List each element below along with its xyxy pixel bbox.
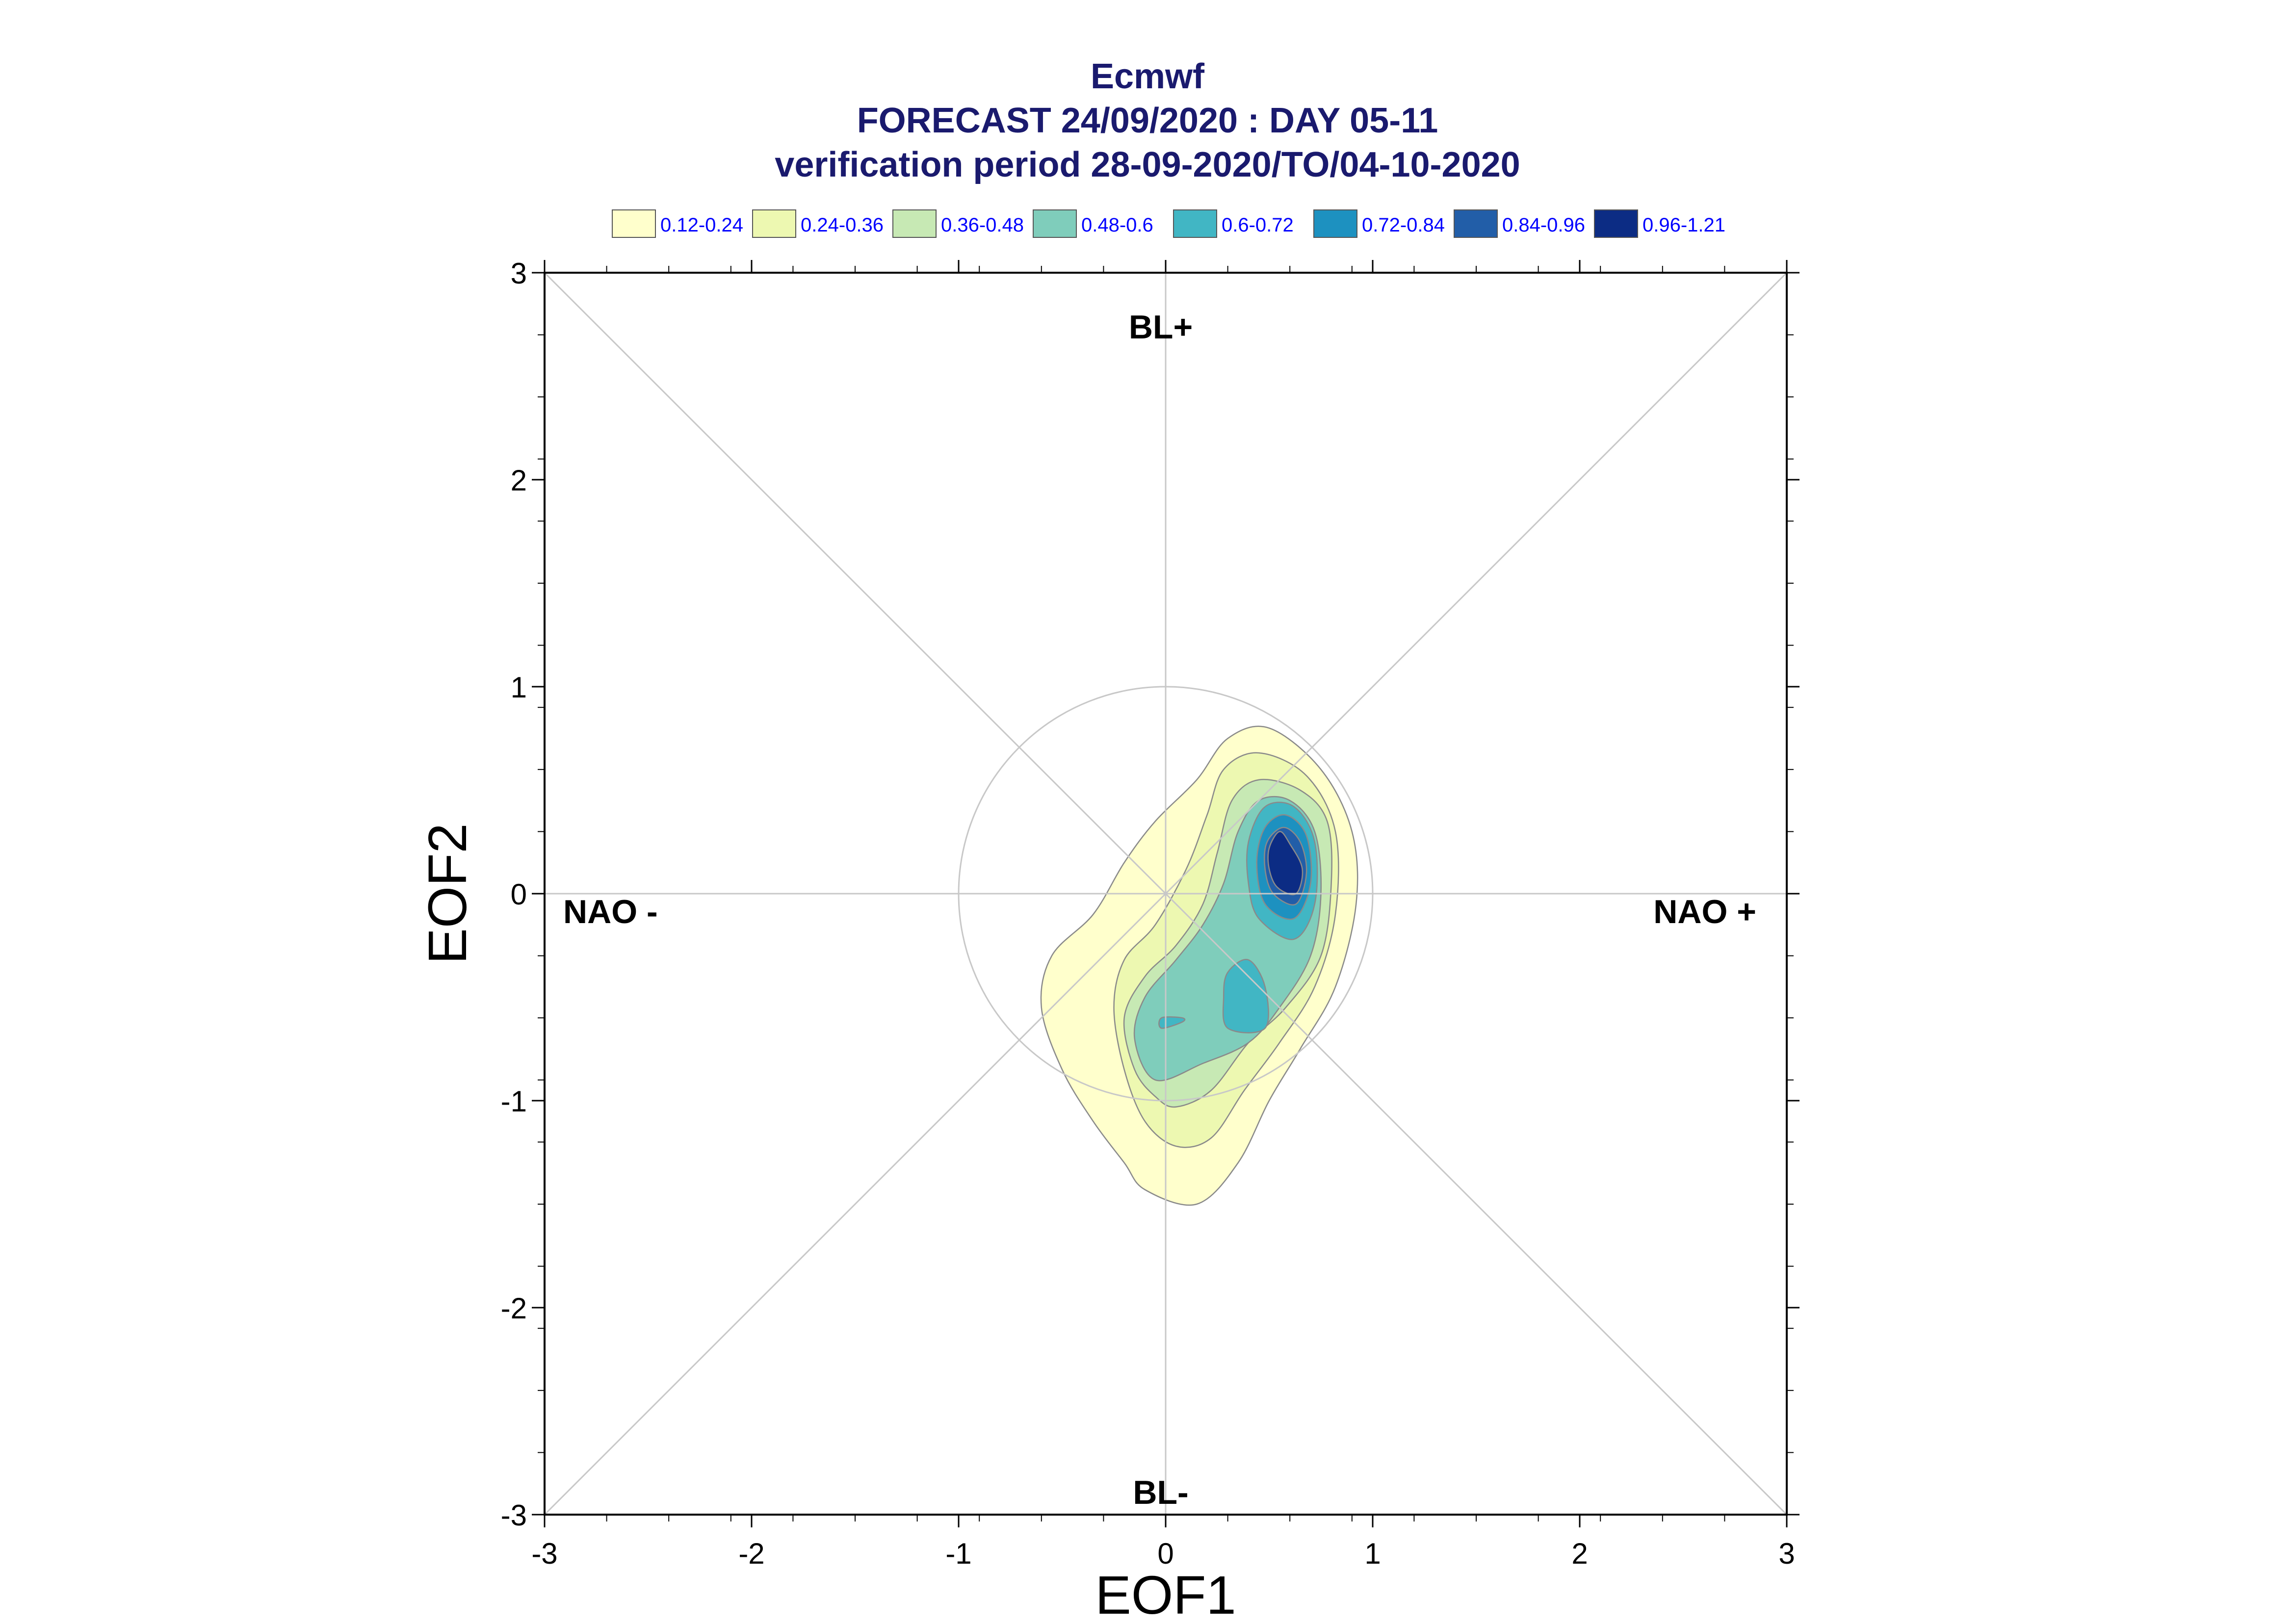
contour-region — [1222, 958, 1269, 1033]
contour-region — [1267, 831, 1304, 896]
regime-label-nao-minus: NAO - — [563, 893, 658, 930]
guide-lines — [544, 272, 1788, 1516]
y-tick-label: 2 — [511, 464, 527, 497]
chart-title-line1: Ecmwf — [1091, 57, 1205, 96]
legend-label: 0.72-0.84 — [1362, 214, 1445, 236]
y-tick-label: 3 — [511, 257, 527, 290]
legend-label: 0.24-0.36 — [801, 214, 884, 236]
legend-swatch — [1173, 209, 1217, 238]
regime-label-nao-plus: NAO + — [1653, 893, 1756, 930]
y-tick-label: 0 — [511, 878, 527, 911]
x-tick-label: -1 — [945, 1537, 971, 1570]
x-tick-label: -2 — [738, 1537, 764, 1570]
chart-title-line3: verification period 28-09-2020/TO/04-10-… — [775, 145, 1520, 184]
legend-swatch — [892, 209, 937, 238]
legend-label: 0.96-1.21 — [1643, 214, 1725, 236]
x-tick-label: 0 — [1157, 1537, 1174, 1570]
legend-swatch — [1454, 209, 1498, 238]
legend: 0.12-0.24 0.24-0.36 0.36-0.48 0.48-0.6 0.6-0… — [612, 209, 1725, 238]
x-tick-label: 3 — [1778, 1537, 1795, 1570]
regime-label-bl-minus: BL- — [1133, 1474, 1188, 1511]
reference-circle — [958, 686, 1374, 1102]
legend-label: 0.6-0.72 — [1222, 214, 1294, 236]
legend-label: 0.48-0.6 — [1081, 214, 1153, 236]
y-tick-label: 1 — [511, 671, 527, 704]
legend-swatch — [752, 209, 796, 238]
legend-swatch — [612, 209, 656, 238]
y-axis-title: EOF2 — [417, 823, 478, 964]
x-tick-label: 1 — [1364, 1537, 1381, 1570]
legend-swatch — [1594, 209, 1638, 238]
legend-label: 0.12-0.24 — [660, 214, 743, 236]
chart-title-block: Ecmwf FORECAST 24/09/2020 : DAY 05-11 ve… — [775, 57, 1520, 184]
x-axis-title: EOF1 — [1095, 1565, 1236, 1624]
chart-title-line2: FORECAST 24/09/2020 : DAY 05-11 — [857, 101, 1438, 140]
y-tick-label: -2 — [501, 1292, 527, 1325]
legend-label: 0.36-0.48 — [941, 214, 1024, 236]
density-contours — [1040, 725, 1358, 1206]
x-tick-label: 2 — [1571, 1537, 1588, 1570]
axes: -3 -2 -1 0 1 2 3 -3 -2 -1 0 1 2 3 EOF1 EOF2 — [417, 257, 1799, 1624]
y-tick-label: -3 — [501, 1499, 527, 1532]
legend-swatch — [1313, 209, 1357, 238]
regime-labels: BL+ BL- NAO - NAO + — [563, 309, 1756, 1511]
y-tick-label: -1 — [501, 1085, 527, 1118]
legend-swatch — [1033, 209, 1077, 238]
legend-label: 0.84-0.96 — [1502, 214, 1585, 236]
x-tick-label: -3 — [531, 1537, 557, 1570]
regime-label-bl-plus: BL+ — [1129, 309, 1193, 346]
